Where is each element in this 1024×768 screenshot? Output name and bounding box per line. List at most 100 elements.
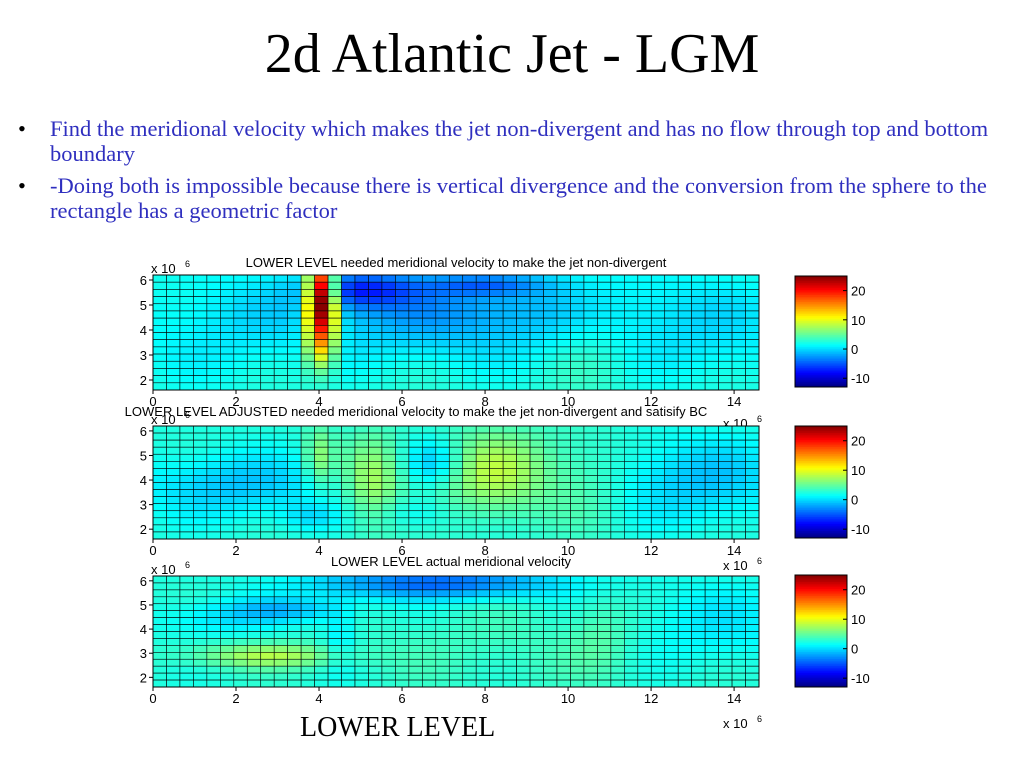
heatmap-cell bbox=[341, 382, 356, 391]
heatmap-cell bbox=[745, 346, 760, 355]
heatmap-cell bbox=[341, 624, 356, 632]
heatmap-cell bbox=[260, 665, 275, 674]
heatmap-cell bbox=[664, 652, 679, 660]
heatmap-cell bbox=[435, 652, 450, 660]
x-multiplier-label: x 10 bbox=[723, 558, 748, 573]
heatmap-cell bbox=[731, 432, 746, 441]
heatmap-cell bbox=[624, 482, 639, 490]
heatmap-cell bbox=[704, 360, 719, 369]
heatmap-cell bbox=[704, 645, 719, 653]
bullet-list: • Find the meridional velocity which make… bbox=[18, 116, 1008, 230]
heatmap-cell bbox=[354, 274, 369, 283]
heatmap-cell bbox=[516, 631, 531, 639]
colorbar-frame bbox=[794, 574, 848, 688]
heatmap-cell bbox=[610, 346, 625, 355]
heatmap-cell bbox=[677, 665, 692, 674]
heatmap-cell bbox=[475, 317, 490, 326]
heatmap-cell bbox=[624, 503, 639, 512]
heatmap-cell bbox=[381, 603, 396, 611]
heatmap-cell bbox=[745, 672, 760, 681]
heatmap-cell bbox=[475, 624, 490, 632]
heatmap-cell bbox=[368, 425, 383, 434]
heatmap-cell bbox=[650, 589, 666, 598]
heatmap-cell bbox=[664, 332, 679, 340]
heatmap-cell bbox=[179, 496, 194, 504]
heatmap-cell bbox=[691, 531, 706, 540]
heatmap-cell bbox=[260, 353, 275, 362]
heatmap-cell bbox=[327, 575, 342, 584]
colorbar-band bbox=[795, 427, 847, 430]
heatmap-cell bbox=[422, 631, 437, 639]
heatmap-cell bbox=[543, 296, 558, 305]
heatmap-cell bbox=[718, 658, 733, 667]
heatmap-cell bbox=[273, 453, 288, 462]
heatmap-cell bbox=[462, 432, 477, 441]
heatmap-cell bbox=[718, 439, 733, 448]
heatmap-cell bbox=[543, 289, 558, 297]
x-tick-label: 10 bbox=[561, 691, 575, 706]
heatmap-cell bbox=[475, 645, 490, 653]
heatmap-cell bbox=[166, 289, 181, 297]
heatmap-cell bbox=[570, 496, 585, 504]
heatmap-cell bbox=[583, 603, 598, 611]
heatmap-cell bbox=[731, 332, 746, 340]
heatmap-cell bbox=[704, 617, 719, 625]
heatmap-cell bbox=[341, 482, 356, 490]
heatmap-cell bbox=[516, 524, 531, 533]
heatmap-cell bbox=[166, 503, 181, 512]
heatmap-cell bbox=[354, 375, 369, 384]
x-tick-label: 14 bbox=[727, 543, 741, 558]
heatmap-cell bbox=[395, 468, 410, 476]
heatmap-cell bbox=[314, 439, 329, 448]
heatmap-cell bbox=[152, 658, 167, 667]
heatmap-cell bbox=[664, 274, 679, 283]
heatmap-cell bbox=[462, 368, 477, 376]
colorbar-band bbox=[795, 638, 847, 641]
heatmap-cell bbox=[368, 658, 383, 667]
heatmap-cell bbox=[650, 303, 666, 312]
colorbar-band bbox=[795, 594, 847, 597]
heatmap-cell bbox=[731, 468, 746, 476]
heatmap-cell bbox=[246, 382, 262, 391]
heatmap-cell bbox=[731, 582, 746, 591]
heatmap-cell bbox=[664, 368, 679, 376]
colorbar-band bbox=[795, 503, 847, 506]
heatmap-cell bbox=[314, 446, 329, 455]
heatmap-cell bbox=[650, 531, 666, 540]
heatmap-cell bbox=[435, 631, 450, 639]
heatmap-cell bbox=[637, 432, 652, 441]
heatmap-cell bbox=[704, 296, 719, 305]
heatmap-cell bbox=[597, 432, 612, 441]
heatmap-cell bbox=[287, 665, 302, 674]
heatmap-cell bbox=[220, 382, 235, 391]
heatmap-cell bbox=[516, 617, 531, 625]
heatmap-cell bbox=[206, 446, 221, 455]
heatmap-cell bbox=[408, 432, 423, 441]
heatmap-cell bbox=[327, 461, 342, 469]
heatmap-cell bbox=[570, 353, 585, 362]
heatmap-cell bbox=[691, 603, 706, 611]
heatmap-cell bbox=[206, 589, 221, 598]
heatmap-cell bbox=[489, 332, 504, 340]
colorbar-band bbox=[795, 515, 847, 518]
heatmap-cell bbox=[314, 582, 329, 591]
heatmap-cell bbox=[624, 658, 639, 667]
heatmap-cell bbox=[166, 665, 181, 674]
heatmap-cell bbox=[152, 382, 167, 391]
heatmap-cell bbox=[260, 652, 275, 660]
heatmap-cell bbox=[206, 432, 221, 441]
heatmap-cell bbox=[220, 617, 235, 625]
heatmap-cell bbox=[704, 524, 719, 533]
heatmap-cell bbox=[731, 531, 746, 540]
heatmap-cell bbox=[273, 524, 288, 533]
heatmap-cell bbox=[677, 489, 692, 497]
heatmap-cell bbox=[637, 582, 652, 591]
heatmap-cell bbox=[529, 296, 544, 305]
colorbar-band bbox=[795, 636, 847, 639]
heatmap-cell bbox=[354, 482, 369, 490]
heatmap-cell bbox=[368, 332, 383, 340]
heatmap-cell bbox=[273, 425, 288, 434]
heatmap-cell bbox=[408, 645, 423, 653]
heatmap-cell bbox=[246, 596, 262, 605]
heatmap-cell bbox=[422, 382, 437, 391]
